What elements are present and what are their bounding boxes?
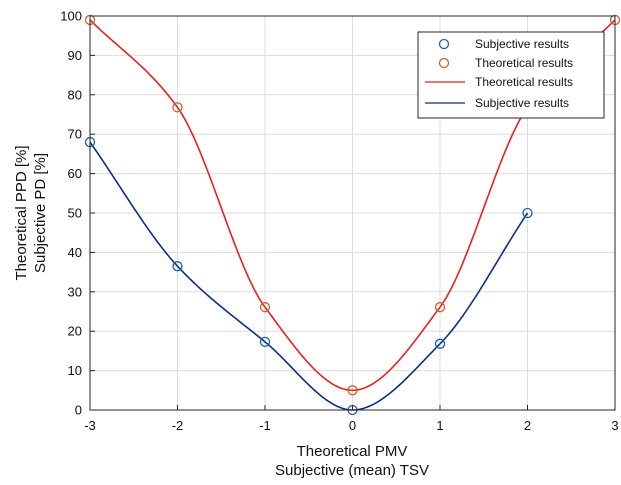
series-line-3 [89,141,529,411]
y-axis-label-line2: Subjective PD [%] [32,153,49,273]
y-axis-label-line1: Theoretical PPD [%] [13,145,30,280]
series-1-marker-2 [259,302,271,313]
y-tick-label-8: 80 [68,87,82,102]
x-tick-label-0: -3 [84,418,96,433]
y-tick-label-2: 20 [68,324,82,339]
x-tick-label-6: 3 [611,418,618,433]
y-tick-label-4: 40 [68,245,82,260]
series-0-marker-4 [434,338,446,349]
x-tick-label-3: 0 [349,418,356,433]
series-0-marker-5 [522,207,533,219]
legend-box [417,31,605,119]
x-tick-label-4: 1 [436,418,443,433]
y-tick-label-10: 100 [60,9,82,24]
x-tick-label-5: 2 [524,418,531,433]
series-1-marker-1 [172,102,183,113]
y-tick-label-0: 0 [75,403,82,418]
series-1-marker-3 [347,385,358,396]
x-tick-label-1: -2 [172,418,184,433]
y-tick-label-3: 30 [68,284,82,299]
series-0-marker-2 [259,336,271,347]
legend-label-theoretical-markers: Theoretical results [475,56,573,70]
series-0-marker-1 [172,261,183,272]
legend-marker-theoretical [438,57,450,69]
series-1-marker-4 [434,302,446,313]
x-axis-label-line1: Theoretical PMV [297,443,408,460]
y-tick-label-1: 10 [68,363,82,378]
x-tick-label-2: -1 [259,418,271,433]
y-tick-label-5: 50 [68,206,82,221]
legend-label-theoretical-line: Theoretical results [475,75,573,89]
legend: Subjective results Theoretical results T… [417,31,605,119]
y-tick-label-7: 70 [68,127,82,142]
y-tick-label-6: 60 [68,166,82,181]
legend-label-subjective-markers: Subjective results [475,37,569,51]
y-tick-label-9: 90 [68,48,82,63]
legend-label-subjective-line: Subjective results [475,96,569,110]
legend-marker-subjective [438,38,450,50]
x-axis-label-line2: Subjective (mean) TSV [275,462,429,479]
